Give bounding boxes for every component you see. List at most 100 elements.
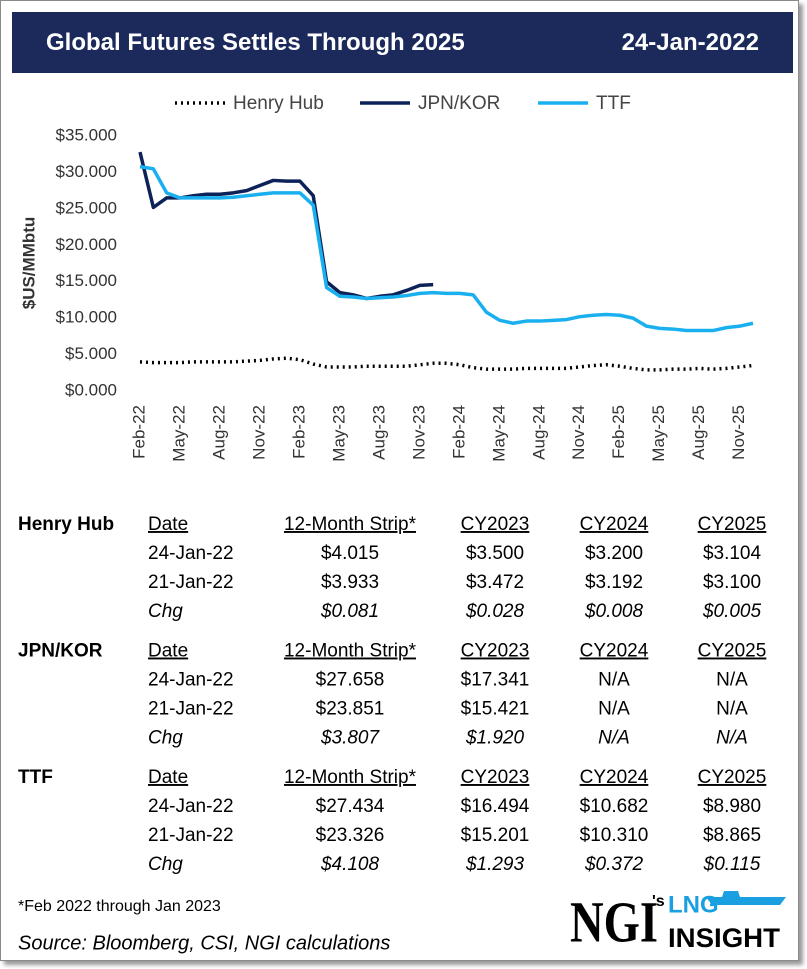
x-tick-label: May-24 — [489, 405, 508, 462]
table-cell: $17.341 — [461, 670, 530, 691]
column-header: CY2024 — [580, 514, 649, 535]
logo-brand: NGI — [570, 889, 658, 954]
table-cell: $4.015 — [321, 543, 379, 564]
table-name: TTF — [18, 767, 53, 788]
legend-label: TTF — [596, 93, 631, 114]
y-tick-label: $15.000 — [56, 271, 117, 290]
column-header: CY2025 — [698, 767, 767, 788]
y-tick-label: $25.000 — [56, 198, 117, 217]
table-cell: Chg — [148, 728, 183, 749]
title: Global Futures Settles Through 2025 — [46, 29, 465, 56]
table-cell: $4.108 — [320, 854, 380, 875]
table-cell: $15.201 — [461, 825, 530, 846]
column-header: 12-Month Strip* — [284, 514, 417, 535]
table-cell: $3.100 — [703, 572, 761, 593]
table-cell: Chg — [148, 601, 183, 622]
table-cell: N/A — [716, 670, 748, 691]
table-cell: $0.115 — [703, 854, 761, 875]
y-tick-label: $5.000 — [65, 344, 117, 363]
x-tick-label: Feb-25 — [609, 405, 628, 459]
table-cell: N/A — [598, 699, 630, 720]
column-header: CY2024 — [580, 767, 649, 788]
table-cell: $3.807 — [320, 728, 381, 749]
table-cell: $16.494 — [461, 796, 530, 817]
column-header: Date — [148, 767, 188, 788]
table-cell: $10.682 — [580, 796, 649, 817]
table-cell: N/A — [598, 670, 630, 691]
table-cell: 24-Jan-22 — [148, 543, 234, 564]
legend-label: Henry Hub — [233, 93, 324, 114]
table-cell: 21-Jan-22 — [148, 572, 234, 593]
logo-ship — [706, 891, 786, 905]
column-header: 12-Month Strip* — [284, 641, 417, 662]
footnote: *Feb 2022 through Jan 2023 — [18, 898, 221, 915]
y-tick-label: $10.000 — [56, 308, 117, 327]
table-cell: $23.326 — [316, 825, 385, 846]
table-cell: $3.500 — [466, 543, 524, 564]
column-header: CY2025 — [698, 641, 767, 662]
y-axis-title: $US/MMbtu — [19, 217, 38, 310]
table-cell: $3.104 — [703, 543, 762, 564]
column-header: 12-Month Strip* — [284, 767, 417, 788]
header: Global Futures Settles Through 2025 24-J… — [12, 12, 793, 73]
table-cell: N/A — [716, 699, 748, 720]
column-header: Date — [148, 514, 188, 535]
logo-product: LNG — [668, 891, 719, 918]
table-name: Henry Hub — [18, 514, 114, 535]
table-cell: $15.421 — [461, 699, 530, 720]
x-tick-label: Aug-24 — [529, 405, 548, 460]
table-cell: $0.005 — [702, 601, 762, 622]
table-cell: $27.658 — [316, 670, 385, 691]
table-cell: $23.851 — [316, 699, 385, 720]
table-cell: $3.200 — [585, 543, 643, 564]
column-header: CY2023 — [461, 641, 530, 662]
table-cell: 21-Jan-22 — [148, 699, 234, 720]
x-tick-label: Feb-23 — [289, 405, 308, 459]
x-tick-label: Nov-25 — [729, 405, 748, 460]
x-tick-label: Nov-23 — [409, 405, 428, 460]
table-cell: $0.008 — [584, 601, 644, 622]
x-tick-label: Aug-25 — [689, 405, 708, 460]
column-header: CY2023 — [461, 767, 530, 788]
column-header: CY2024 — [580, 641, 649, 662]
x-tick-label: Aug-23 — [369, 405, 388, 460]
table-cell: 24-Jan-22 — [148, 796, 234, 817]
table-cell: 21-Jan-22 — [148, 825, 234, 846]
column-header: Date — [148, 641, 188, 662]
y-tick-label: $35.000 — [56, 125, 117, 144]
y-tick-label: $0.000 — [65, 380, 117, 399]
x-tick-label: Feb-24 — [449, 405, 468, 459]
x-tick-label: May-25 — [649, 405, 668, 462]
date: 24-Jan-2022 — [621, 29, 759, 56]
logo-possessive: 's — [652, 893, 665, 910]
column-header: CY2025 — [698, 514, 767, 535]
table-cell: $3.933 — [321, 572, 379, 593]
table-cell: N/A — [716, 728, 748, 749]
table-cell: $3.472 — [466, 572, 524, 593]
table-cell: $0.081 — [320, 601, 379, 622]
legend-label: JPN/KOR — [418, 93, 500, 114]
series-line — [139, 356, 754, 372]
table-cell: $0.028 — [465, 601, 525, 622]
table-name: JPN/KOR — [18, 641, 103, 662]
table-cell: $1.293 — [465, 854, 525, 875]
x-tick-label: May-23 — [329, 405, 348, 462]
x-tick-label: Feb-22 — [129, 405, 148, 459]
table-cell: Chg — [148, 854, 183, 875]
table-cell: $1.920 — [465, 728, 525, 749]
x-tick-label: Nov-22 — [249, 405, 268, 460]
y-tick-label: $30.000 — [56, 162, 117, 181]
logo-subtitle: INSIGHT — [668, 923, 781, 953]
column-header: CY2023 — [461, 514, 530, 535]
table-cell: $27.434 — [316, 796, 385, 817]
table-cell: $3.192 — [585, 572, 643, 593]
table-cell: $8.980 — [703, 796, 761, 817]
table-cell: $10.310 — [580, 825, 649, 846]
x-tick-label: Nov-24 — [569, 405, 588, 460]
table-cell: 24-Jan-22 — [148, 670, 234, 691]
table-cell: $0.372 — [584, 854, 644, 875]
table-cell: $8.865 — [703, 825, 761, 846]
table-cell: N/A — [598, 728, 630, 749]
